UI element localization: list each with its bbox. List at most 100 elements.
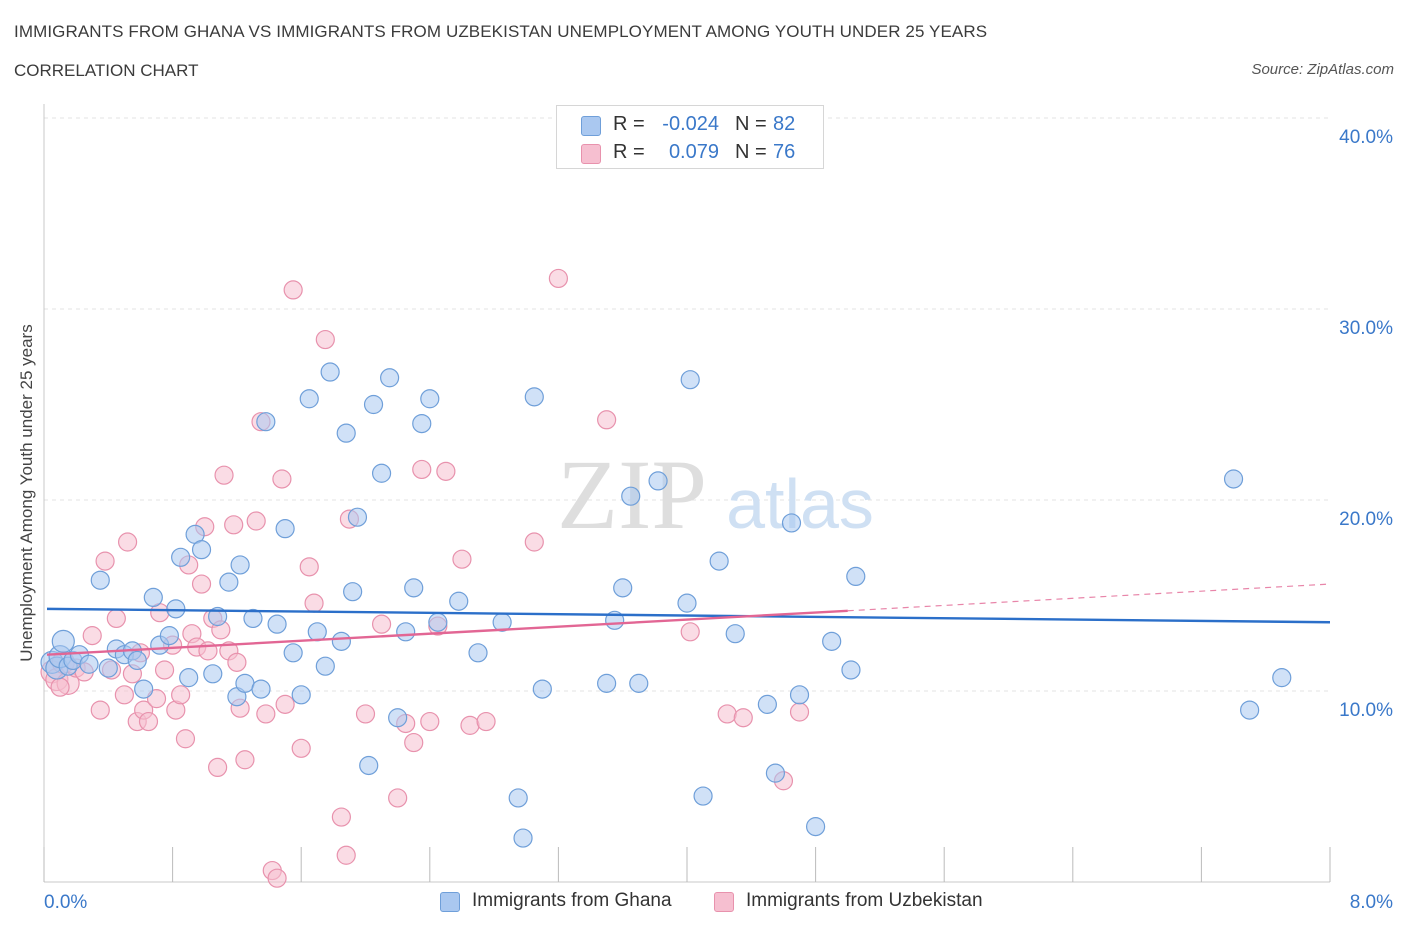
ghana-point xyxy=(396,622,416,642)
uzbekistan-point xyxy=(436,461,456,481)
uzbekistan-point xyxy=(272,469,292,489)
uzbekistan-point xyxy=(717,704,737,724)
uzbekistan-point xyxy=(235,750,255,770)
uzbekistan-point xyxy=(117,532,138,552)
x-tick-labels: 0.0% 8.0% xyxy=(44,892,1393,913)
uzbekistan-point xyxy=(420,711,440,732)
ghana-point xyxy=(256,412,276,432)
uzbekistan-trend-extension xyxy=(847,583,1331,612)
uzbekistan-point xyxy=(138,711,159,732)
ghana-point xyxy=(388,708,408,728)
ghana-point xyxy=(420,389,440,409)
uzbekistan-point xyxy=(452,549,472,569)
ghana-point xyxy=(299,389,319,409)
ghana-point xyxy=(629,673,649,693)
ghana-point xyxy=(1223,469,1244,489)
ghana-trend-line xyxy=(46,607,1331,624)
ghana-point xyxy=(343,582,363,602)
ghana-point xyxy=(179,668,199,688)
uzbekistan-point xyxy=(388,788,408,808)
uzbekistan-point xyxy=(304,593,324,613)
series-ghana-points xyxy=(40,362,1292,848)
ghana-point xyxy=(1272,668,1292,688)
uzbekistan-point xyxy=(90,700,110,720)
uzbekistan-point xyxy=(733,708,753,728)
ghana-point xyxy=(315,656,335,676)
ghana-point xyxy=(320,362,340,382)
n-value-ghana: 82 xyxy=(773,113,796,135)
ghana-point xyxy=(230,555,250,575)
uzbekistan-point xyxy=(283,280,303,300)
ghana-point xyxy=(51,629,75,653)
ghana-point xyxy=(79,654,99,674)
uzbekistan-point xyxy=(524,532,544,552)
chart-subtitle: CORRELATION CHART xyxy=(14,61,199,80)
ghana-point xyxy=(648,471,668,491)
x-tick-label: 0.0% xyxy=(44,892,87,913)
ghana-point xyxy=(267,614,287,634)
ghana-swatch xyxy=(440,892,460,912)
n-label: N = xyxy=(735,113,767,135)
uzbekistan-point xyxy=(597,410,617,430)
ghana-point xyxy=(166,599,186,619)
legend-label-uzbekistan: Immigrants from Uzbekistan xyxy=(746,890,983,911)
uzbekistan-point xyxy=(299,557,319,577)
uzbekistan-point xyxy=(267,868,287,888)
uzbekistan-point xyxy=(336,845,356,865)
y-tick-label: 40.0% xyxy=(1339,127,1393,148)
ghana-point xyxy=(757,694,777,714)
uzbekistan-point xyxy=(476,711,496,732)
y-tick-label: 10.0% xyxy=(1339,700,1393,721)
uzbekistan-point xyxy=(548,268,569,289)
ghana-point xyxy=(90,570,110,590)
ghana-point xyxy=(331,631,351,651)
ghana-point xyxy=(159,626,179,646)
ghana-point xyxy=(449,591,469,611)
uzbekistan-point xyxy=(208,757,228,778)
uzbekistan-point xyxy=(214,465,234,485)
ghana-point xyxy=(243,608,263,629)
y-tick-label: 30.0% xyxy=(1339,318,1393,339)
uzbekistan-point xyxy=(355,704,376,724)
ghana-point xyxy=(404,578,424,598)
uzbekistan-point xyxy=(371,614,392,634)
ghana-point xyxy=(613,578,633,598)
ghana-point xyxy=(805,817,826,837)
ghana-point xyxy=(359,755,379,776)
ghana-point xyxy=(251,679,271,699)
ghana-point xyxy=(765,763,786,783)
ghana-point xyxy=(208,606,228,627)
ghana-point xyxy=(134,679,154,699)
uzbekistan-point xyxy=(82,626,102,646)
r-value-uzbekistan: 0.079 xyxy=(668,141,719,163)
n-label: N = xyxy=(735,141,767,163)
uzbekistan-point xyxy=(275,694,295,714)
ghana-point xyxy=(532,679,552,699)
ghana-point xyxy=(693,786,713,806)
y-tick-label: 20.0% xyxy=(1339,509,1393,530)
ghana-point xyxy=(781,513,802,533)
r-label: R = xyxy=(613,113,645,135)
uzbekistan-point xyxy=(404,732,424,753)
uzbekistan-point xyxy=(171,685,191,705)
uzbekistan-point xyxy=(460,715,480,735)
ghana-point xyxy=(621,486,641,506)
uzbekistan-point xyxy=(412,459,432,480)
uzbekistan-swatch xyxy=(714,892,734,912)
uzbekistan-point xyxy=(291,738,311,758)
ghana-swatch xyxy=(581,116,601,136)
ghana-point xyxy=(841,660,861,680)
uzbekistan-point xyxy=(331,807,351,827)
watermark-atlas: atlas xyxy=(726,465,874,543)
ghana-point xyxy=(597,673,617,693)
ghana-point xyxy=(275,519,295,539)
ghana-point xyxy=(680,370,700,390)
ghana-point xyxy=(143,587,163,608)
uzbekistan-point xyxy=(680,622,700,642)
ghana-point xyxy=(219,572,239,592)
ghana-point xyxy=(347,507,368,527)
ghana-point xyxy=(412,414,432,434)
uzbekistan-trend-line xyxy=(46,609,848,656)
ghana-point xyxy=(709,551,729,571)
